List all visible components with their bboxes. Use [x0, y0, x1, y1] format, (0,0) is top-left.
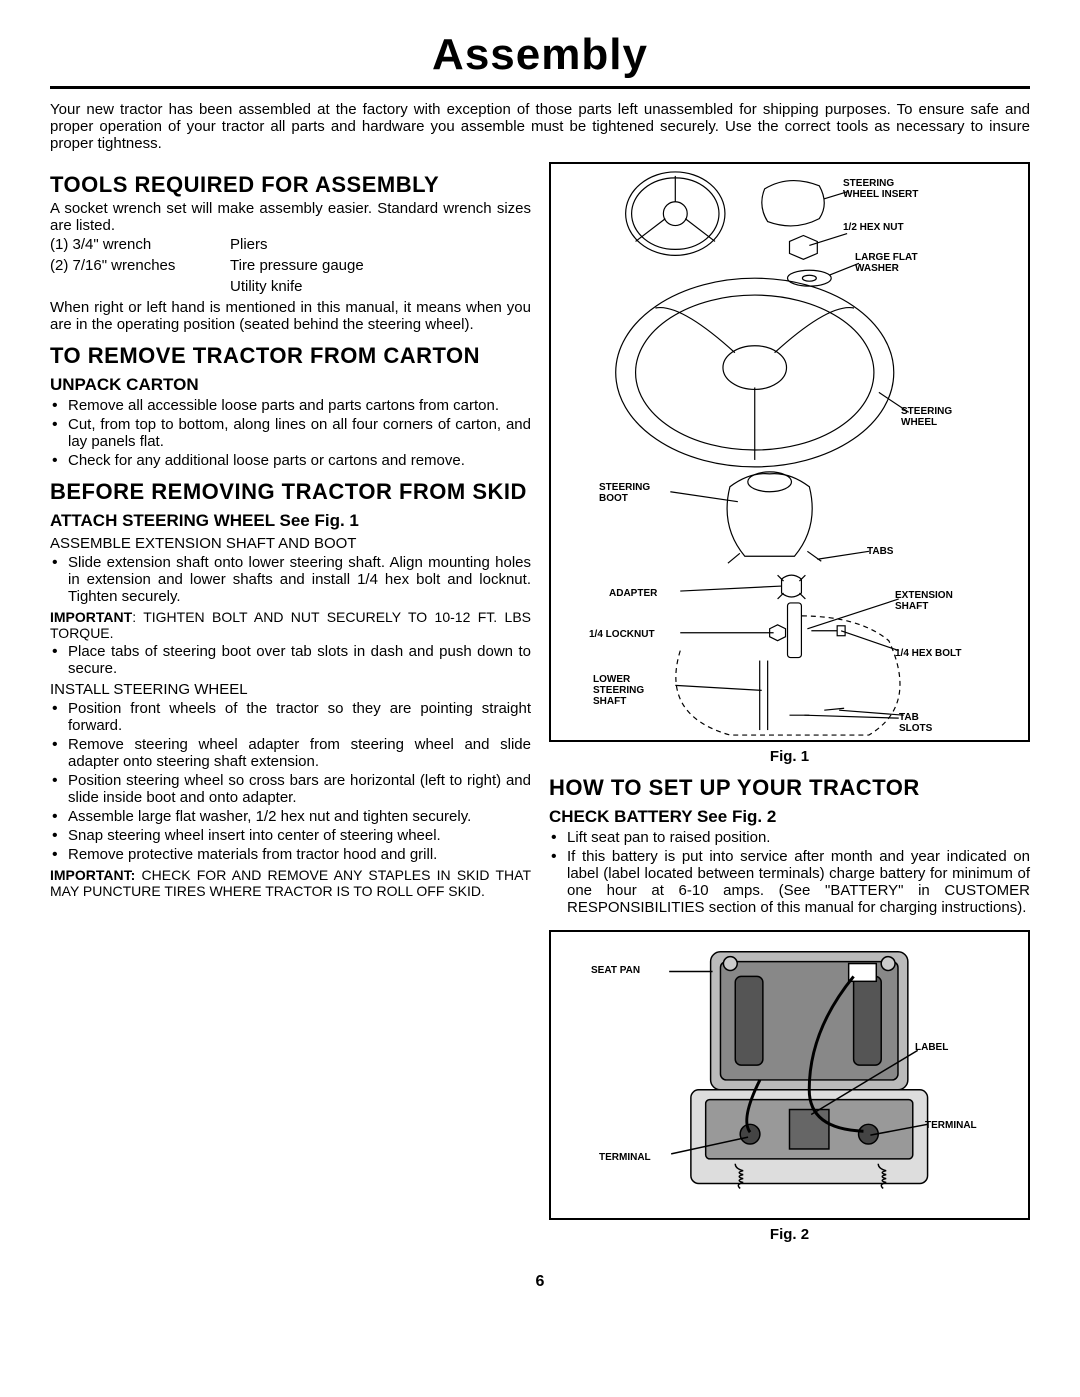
fig1-label: LOWER STEERING SHAFT [593, 674, 663, 707]
list-item: Position steering wheel so cross bars ar… [68, 772, 531, 806]
fig1-label: 1/4 LOCKNUT [589, 629, 655, 640]
tool-right: Pliers [230, 236, 531, 253]
fig1-label: STEERING BOOT [599, 482, 669, 504]
assemble-list: Slide extension shaft onto lower steerin… [50, 554, 531, 605]
tools-row: (1) 3/4" wrench Pliers [50, 236, 531, 253]
tools-intro: A socket wrench set will make assembly e… [50, 200, 531, 234]
important-note2: IMPORTANT: CHECK FOR AND REMOVE ANY STAP… [50, 867, 531, 899]
battery-list: Lift seat pan to raised position. If thi… [549, 829, 1030, 916]
list-item: Position front wheels of the tractor so … [68, 700, 531, 734]
two-column-layout: TOOLS REQUIRED FOR ASSEMBLY A socket wre… [50, 162, 1030, 1253]
list-item: Cut, from top to bottom, along lines on … [68, 416, 531, 450]
list-item: Remove protective materials from tractor… [68, 846, 531, 863]
tools-row: Utility knife [50, 278, 531, 295]
install-subhead: INSTALL STEERING WHEEL [50, 681, 531, 698]
list-item: Assemble large flat washer, 1/2 hex nut … [68, 808, 531, 825]
fig2-label: TERMINAL [925, 1120, 977, 1131]
tools-note: When right or left hand is mentioned in … [50, 299, 531, 333]
list-item: Place tabs of steering boot over tab slo… [68, 643, 531, 677]
intro-paragraph: Your new tractor has been assembled at t… [50, 101, 1030, 152]
tool-right: Tire pressure gauge [230, 257, 531, 274]
fig2-label: SEAT PAN [591, 965, 640, 976]
fig1-caption: Fig. 1 [549, 748, 1030, 765]
before-heading: BEFORE REMOVING TRACTOR FROM SKID [50, 479, 531, 505]
fig1-label: LARGE FLAT WASHER [855, 252, 935, 274]
install-list: Position front wheels of the tractor so … [50, 700, 531, 863]
figure-1: STEERING WHEEL INSERT 1/2 HEX NUT LARGE … [549, 162, 1030, 742]
attach-subheading: ATTACH STEERING WHEEL See Fig. 1 [50, 511, 531, 531]
list-item: If this battery is put into service afte… [567, 848, 1030, 916]
fig2-label: TERMINAL [599, 1152, 651, 1163]
tools-row: (2) 7/16" wrenches Tire pressure gauge [50, 257, 531, 274]
unpack-list: Remove all accessible loose parts and pa… [50, 397, 531, 469]
list-item: Lift seat pan to raised position. [567, 829, 1030, 846]
unpack-subheading: UNPACK CARTON [50, 375, 531, 395]
tool-left: (1) 3/4" wrench [50, 236, 230, 253]
setup-heading: HOW TO SET UP YOUR TRACTOR [549, 775, 1030, 801]
remove-heading: TO REMOVE TRACTOR FROM CARTON [50, 343, 531, 369]
fig1-label: STEERING WHEEL [901, 406, 971, 428]
left-column: TOOLS REQUIRED FOR ASSEMBLY A socket wre… [50, 162, 531, 1253]
battery-subheading: CHECK BATTERY See Fig. 2 [549, 807, 1030, 827]
divider [50, 86, 1030, 89]
tools-heading: TOOLS REQUIRED FOR ASSEMBLY [50, 172, 531, 198]
assemble-list2: Place tabs of steering boot over tab slo… [50, 643, 531, 677]
important-note: IMPORTANT: TIGHTEN BOLT AND NUT SECURELY… [50, 609, 531, 641]
fig2-caption: Fig. 2 [549, 1226, 1030, 1243]
right-column: STEERING WHEEL INSERT 1/2 HEX NUT LARGE … [549, 162, 1030, 1253]
list-item: Slide extension shaft onto lower steerin… [68, 554, 531, 605]
page-number: 6 [50, 1273, 1030, 1291]
fig1-label: TAB SLOTS [899, 712, 949, 734]
list-item: Check for any additional loose parts or … [68, 452, 531, 469]
list-item: Snap steering wheel insert into center o… [68, 827, 531, 844]
fig1-label: ADAPTER [609, 588, 657, 599]
list-item: Remove all accessible loose parts and pa… [68, 397, 531, 414]
tool-left [50, 278, 230, 295]
fig2-label: LABEL [915, 1042, 948, 1053]
assemble-subhead: ASSEMBLE EXTENSION SHAFT AND BOOT [50, 535, 531, 552]
fig1-label: 1/4 HEX BOLT [895, 648, 962, 659]
fig1-label: EXTENSION SHAFT [895, 590, 970, 612]
figure-2: SEAT PAN LABEL TERMINAL TERMINAL [549, 930, 1030, 1220]
list-item: Remove steering wheel adapter from steer… [68, 736, 531, 770]
fig1-label: TABS [867, 546, 893, 557]
fig1-label: STEERING WHEEL INSERT [843, 178, 923, 200]
tool-right: Utility knife [230, 278, 531, 295]
fig1-label: 1/2 HEX NUT [843, 222, 904, 233]
tool-left: (2) 7/16" wrenches [50, 257, 230, 274]
page-title: Assembly [50, 30, 1030, 80]
